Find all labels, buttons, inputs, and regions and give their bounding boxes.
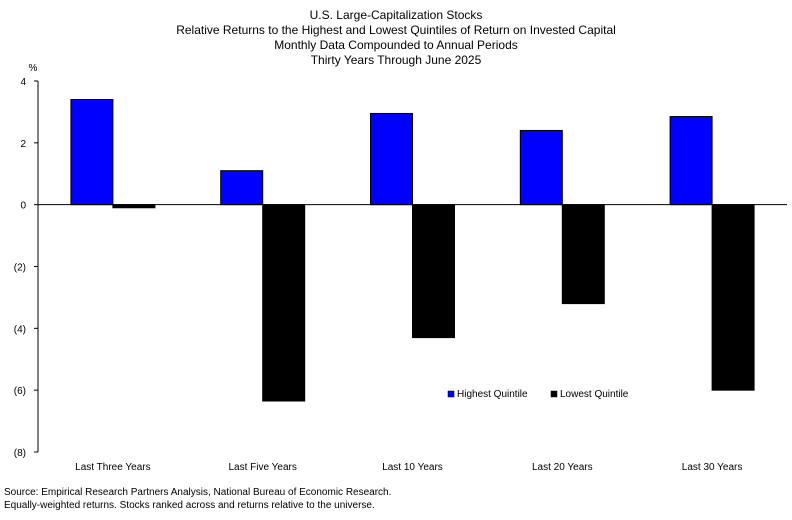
- chart-title: U.S. Large-Capitalization Stocks: [309, 8, 483, 22]
- chart-subtitle-3: Thirty Years Through June 2025: [310, 53, 482, 67]
- y-tick-label: (2): [14, 263, 26, 274]
- chart-subtitle-2: Monthly Data Compounded to Annual Period…: [274, 38, 518, 52]
- bar-lowest-3: [412, 204, 455, 339]
- bar-highest-2: [220, 170, 264, 206]
- x-tick-label: Last 20 Years: [532, 462, 593, 473]
- bar-highest-1: [70, 99, 114, 206]
- y-tick-label: 4: [20, 77, 26, 88]
- bar-highest-3: [370, 112, 413, 206]
- y-axis-unit-label: %: [29, 63, 38, 74]
- y-tick-label: (6): [14, 386, 26, 397]
- x-tick-label: Last 10 Years: [382, 462, 443, 473]
- legend-label-highest: Highest Quintile: [457, 389, 528, 400]
- y-tick-label: 0: [20, 201, 26, 212]
- source-line-2: Equally-weighted returns. Stocks ranked …: [4, 500, 375, 511]
- y-tick-label: (4): [14, 324, 26, 335]
- source-line-1: Source: Empirical Research Partners Anal…: [4, 487, 392, 498]
- chart-legend: Highest Quintile Lowest Quintile: [447, 389, 629, 400]
- x-tick-label: Last 30 Years: [682, 462, 743, 473]
- bar-lowest-2: [262, 204, 306, 402]
- bar-highest-5: [669, 116, 713, 206]
- bar-lowest-4: [561, 204, 605, 305]
- x-tick-label: Last Five Years: [229, 462, 297, 473]
- source-note: Source: Empirical Research Partners Anal…: [4, 486, 391, 512]
- x-tick-label: Last Three Years: [75, 462, 150, 473]
- chart-title-block: U.S. Large-Capitalization Stocks Relativ…: [0, 8, 792, 68]
- y-tick-label: 2: [20, 139, 26, 150]
- bar-highest-4: [519, 129, 563, 206]
- legend-swatch-lowest: [550, 390, 558, 398]
- legend-label-lowest: Lowest Quintile: [560, 389, 629, 400]
- bar-lowest-5: [711, 204, 755, 391]
- chart-subtitle-1: Relative Returns to the Highest and Lowe…: [176, 23, 616, 37]
- y-tick-label: (8): [14, 448, 26, 459]
- legend-swatch-highest: [447, 390, 455, 398]
